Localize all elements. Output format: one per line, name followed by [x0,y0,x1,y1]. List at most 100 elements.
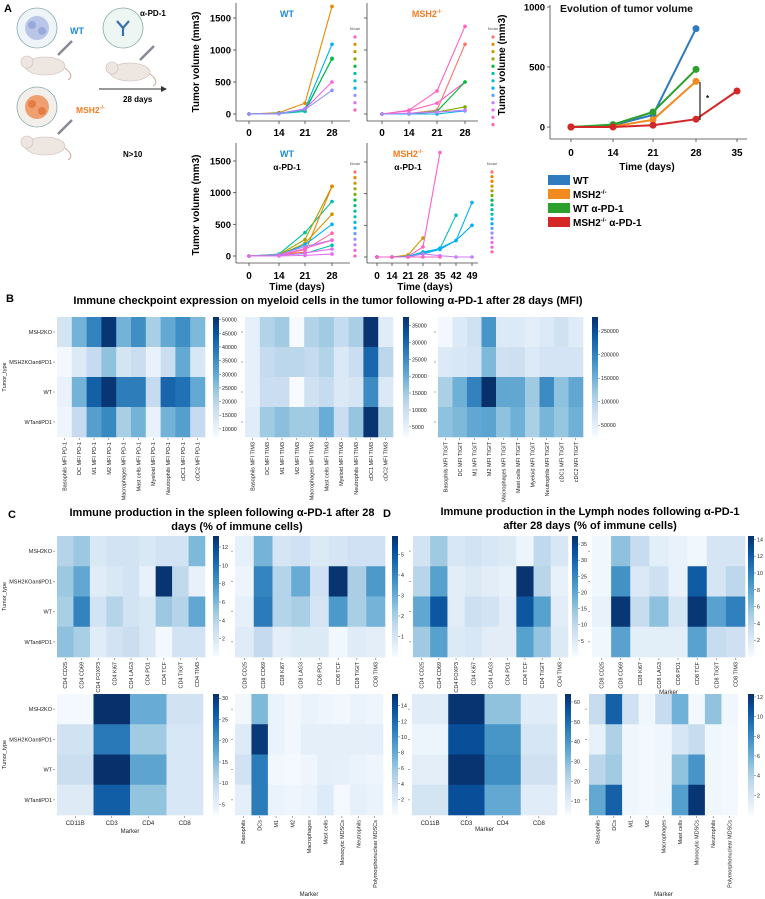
heatmap-cell [533,536,552,567]
heatmap-cell [333,377,349,408]
legend-swatch [490,217,494,221]
x-tick-label: 14 [403,128,415,139]
data-point [330,88,334,93]
column-label: DC MFI TIGIT [458,441,464,476]
column-label: CD4 Ki67 [471,662,477,686]
colorbar-tick-label: 4 [401,782,404,788]
column-label: CD8 TIM3 [374,662,380,687]
x-axis-label: Time (days) [619,162,674,173]
legend-swatch [353,86,357,90]
line-chart-wt_spaghetti: 0 500 1000 1500 0 14 21 28 WT Tumor volume (mm3) M… [191,3,360,139]
heatmap-cell [86,407,102,438]
heatmap-cell [467,347,482,378]
msh2-label-sup: -/- [100,105,105,111]
row-label: MSH2KOantiPD1 [9,360,52,366]
legend-label-text: MSH2 [573,218,601,229]
legend-label-sup: -/- [601,190,607,196]
legend-swatch [353,64,357,68]
y-tick-label: 500 [529,63,545,74]
heatmap-cell [289,377,305,408]
x-tick-label: 0 [568,148,574,159]
heatmap-cell [122,596,140,628]
heatmap-cell [57,407,73,438]
colorbar-tick-label: 10 [757,571,763,577]
line-chart-msh2_apd1_spaghetti: 0 14 21 28 35 42 49 MSH2-/- α-PD-1 Time (days) Mou… [364,143,497,293]
colorbar-tick-label: 4 [757,621,760,627]
colorbar-tick-label: 10 [574,799,580,805]
legend-label-sup: -/- [601,218,607,224]
column-label: Neutrophils [356,820,362,848]
legend-swatch [548,175,570,185]
data-point [692,115,700,123]
heatmap-cell [284,694,302,725]
heatmap-cell [251,724,269,755]
column-label: Macrophages [662,820,668,854]
heatmap-cell [687,566,708,597]
legend-swatch [490,184,494,188]
series-line [248,89,333,115]
heatmap-cell [131,407,147,438]
mouse-icon [105,61,157,87]
heatmap-cell [175,317,191,348]
heatmap-cell [539,317,555,348]
colorbar-tick-label: 150000 [601,376,619,382]
colorbar: 10000 15000 20000 25000 30000 35000 40000 45000… [213,317,237,437]
column-label: Mast cells MFI TIM3 [324,442,330,491]
colorbar: 1 2 3 4 5 [392,536,404,657]
legend-swatch [353,192,357,196]
mouse-icon [20,55,72,81]
colorbar-tick-label: 14 [757,537,763,543]
column-label: Monocytic MDSCs [695,820,701,865]
colorbar-tick-label: 15000 [222,413,237,419]
heatmap-cell [274,317,290,348]
x-tick-label: 28 [326,128,338,139]
heatmap-cell [245,317,261,348]
heatmap-cell [366,784,384,816]
colorbar: 50000 100000 150000 200000 250000 [592,317,619,437]
heatmap-cell [73,566,91,597]
heatmap-cell [589,724,606,755]
data-point [567,123,575,131]
heatmap-cell [363,377,379,408]
column-label: Mast cells [678,820,684,845]
heatmap-cell [245,407,261,438]
data-point [330,42,334,47]
legend-swatch [491,86,495,90]
y-axis-label: Tumor volume (mm3) [497,15,508,116]
legend-swatch [353,204,357,208]
column-label: cDC2 MFI TIGIT [574,441,580,482]
chart-title: Evolution of tumor volume [560,3,693,15]
wt-tumor-icon [16,7,58,49]
colorbar-tick-label: 25000 [412,357,427,363]
line-chart-evolution: 0 500 1000 0 14 21 28 35 Evolution of tumor volu… [497,3,747,229]
y-tick-label: 0 [540,123,545,134]
heatmap-cell [668,566,688,597]
legend-label: MSH2-/- α-PD-1 [573,218,642,229]
legend-swatch [353,220,357,224]
heatmap-cell [235,724,252,755]
column-label: Myeloid MFI PD-1 [151,442,157,486]
heatmap-cell [291,596,311,628]
heatmap-cell [525,407,540,438]
heatmap-cell [721,694,739,725]
heatmap-cell [272,566,292,597]
x-axis-label: Marker [121,829,140,835]
heatmap-cell [499,536,517,567]
column-label: Polymorphonuclear MDSCs [373,820,379,888]
legend-swatch [353,176,357,180]
heatmap-cell [172,536,189,567]
colorbar-tick-label: 30 [581,558,587,564]
heatmap-cell [253,596,273,628]
heatmap-cell [347,536,367,567]
data-point [330,80,334,84]
row-label: MSH2KOantiPD1 [9,579,52,585]
heatmap-cell [520,754,558,786]
msh2-tumor-icon [16,86,58,128]
colorbar-tick-label: 10000 [222,427,237,433]
colorbar-tick-label: 8 [757,588,760,594]
heatmap-cell [289,317,305,348]
data-point [438,255,442,259]
heatmap-cell [310,566,330,597]
y-axis-label: Tumor volume (mm3) [191,155,202,256]
heatmap-cell [589,754,606,786]
